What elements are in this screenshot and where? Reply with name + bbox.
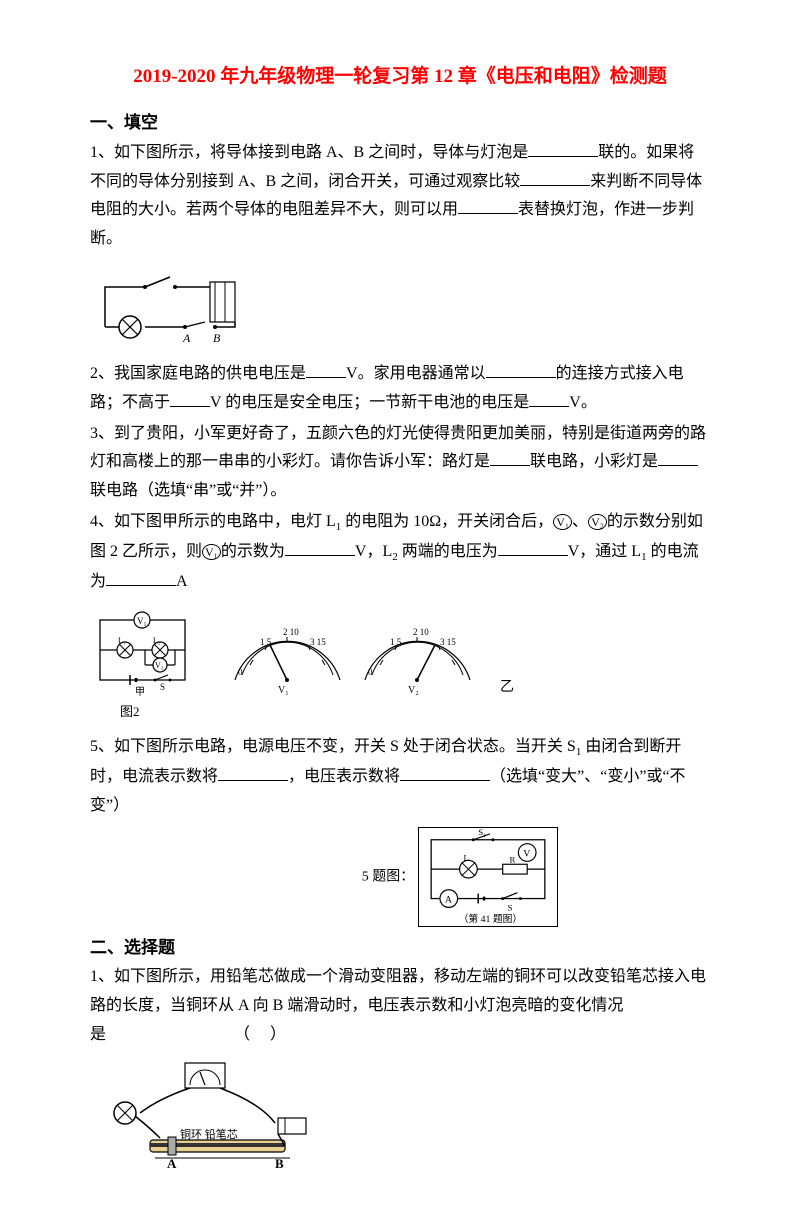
- svg-text:S: S: [160, 682, 165, 692]
- svg-text:V₁: V₁: [137, 616, 147, 626]
- svg-text:R: R: [510, 854, 516, 864]
- svg-text:V₁: V₁: [278, 685, 289, 696]
- choice-q1: 1、如下图所示，用铅笔芯做成一个滑动变阻器，移动左端的铜环可以改变铅笔芯接入电路…: [90, 963, 710, 1049]
- fig2-caption: 图2: [120, 700, 710, 723]
- svg-text:3 15: 3 15: [440, 637, 456, 647]
- svg-text:L: L: [464, 852, 469, 862]
- section-2-header: 二、选择题: [90, 933, 710, 964]
- svg-text:S₁: S₁: [478, 827, 486, 837]
- svg-text:0: 0: [238, 667, 243, 677]
- yi-label: 乙: [500, 675, 514, 700]
- svg-text:0: 0: [368, 667, 373, 677]
- svg-text:A: A: [445, 894, 452, 905]
- fill-q4: 4、如下图甲所示的电路中，电灯 L1 的电阻为 10Ω，开关闭合后，V₁、V₂的…: [90, 508, 710, 597]
- svg-text:A: A: [182, 331, 191, 345]
- fill-q2: 2、我国家庭电路的供电电压是V。家用电器通常以的连接方式接入电路；不高于V 的电…: [90, 360, 710, 418]
- svg-text:3 15: 3 15: [310, 637, 326, 647]
- q5-label: 5 题图：: [362, 869, 415, 884]
- q5-figure: 5 题图： S₁ V L R A S （第 41 题图）: [210, 827, 710, 927]
- svg-text:L₂: L₂: [153, 636, 161, 645]
- q4-figure: V₁ L₁ L₂ V₂ S 甲: [90, 605, 710, 723]
- svg-text:B: B: [213, 331, 221, 345]
- q1-circuit-figure: A B: [90, 262, 710, 352]
- svg-text:L₁: L₁: [118, 636, 126, 645]
- fill-q1: 1、如下图所示，将导体接到电路 A、B 之间时，导体与灯泡是联的。如果将不同的导…: [90, 139, 710, 254]
- svg-text:（第 41 题图）: （第 41 题图）: [459, 912, 523, 925]
- svg-text:铜环 铅笔芯: 铜环 铅笔芯: [180, 1127, 238, 1141]
- choice-q1-figure: 铜环 铅笔芯 A B: [90, 1058, 710, 1173]
- svg-text:2 10: 2 10: [413, 627, 429, 637]
- page-title: 2019-2020 年九年级物理一轮复习第 12 章《电压和电阻》检测题: [90, 60, 710, 94]
- fill-q3: 3、到了贵阳，小军更好奇了，五颜六色的灯光使得贵阳更加美丽，特别是街道两旁的路灯…: [90, 420, 710, 506]
- svg-text:S: S: [508, 902, 513, 912]
- svg-text:V: V: [524, 848, 531, 859]
- svg-text:V₂: V₂: [155, 661, 164, 670]
- section-1-header: 一、填空: [90, 108, 710, 139]
- svg-text:1 5: 1 5: [390, 637, 402, 647]
- fill-q5: 5、如下图所示电路，电源电压不变，开关 S 处于闭合状态。当开关 S1 由闭合到…: [90, 733, 710, 821]
- svg-text:V₂: V₂: [408, 685, 419, 696]
- svg-text:2 10: 2 10: [283, 627, 299, 637]
- svg-text:甲: 甲: [135, 687, 145, 698]
